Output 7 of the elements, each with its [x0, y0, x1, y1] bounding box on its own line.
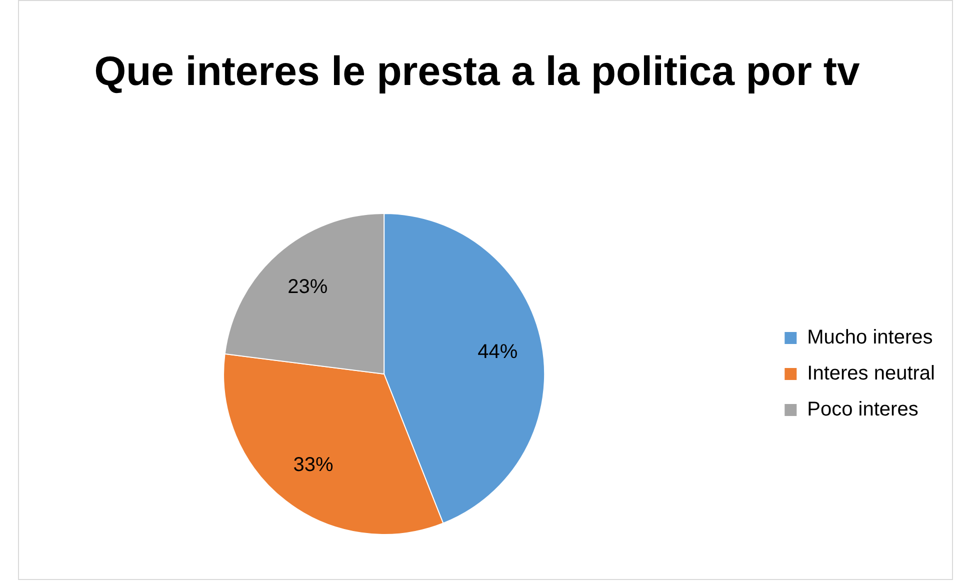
legend-label: Mucho interes	[807, 326, 933, 349]
legend-label: Interes neutral	[807, 362, 936, 385]
chart-title: Que interes le presta a la politica por tv	[93, 47, 861, 96]
data-label: 23%	[288, 276, 328, 298]
data-label: 44%	[478, 340, 518, 363]
legend-label: Poco interes	[807, 398, 918, 421]
data-label: 33%	[293, 454, 334, 476]
